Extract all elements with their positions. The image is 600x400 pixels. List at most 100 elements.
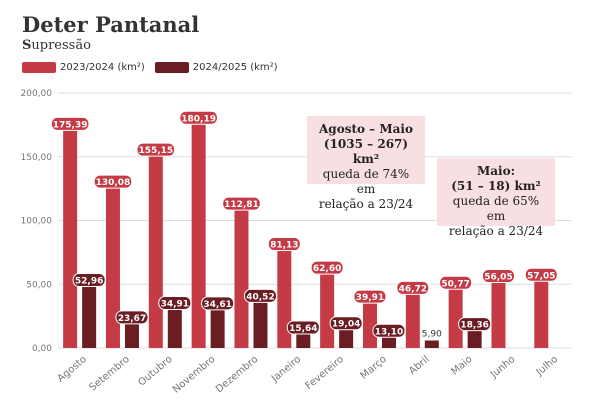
data-label-bg-2023: [481, 269, 515, 284]
x-tick-label: Setembro: [88, 354, 132, 394]
data-label-2023-2024: 62,60: [313, 264, 341, 274]
y-tick-label: 0,00: [32, 344, 52, 354]
annotation-1-line3: queda de 74% em: [322, 167, 410, 196]
x-tick-label: Outubro: [136, 354, 174, 389]
bar-2024-2025: [253, 296, 268, 348]
bar-2023-2024: [63, 124, 78, 348]
bar-2023-2024: [534, 275, 549, 348]
bar-2024-2025: [124, 317, 139, 348]
bar-2023-2024: [362, 297, 377, 348]
bar-2023-2024: [405, 288, 420, 348]
legend-label-2023: 2023/2024 (km²): [60, 62, 145, 73]
bar-2024-2025: [167, 303, 182, 348]
annotation-2-line3: queda de 65% em: [452, 194, 540, 223]
data-label-bg-2024: [329, 316, 363, 331]
data-label-2024-2025: 40,52: [246, 292, 274, 302]
data-label-bg-2023: [396, 280, 430, 295]
legend-swatch-2023: [22, 62, 56, 73]
annotation-1-line1: Agosto – Maio: [319, 122, 413, 136]
x-tick-label: Agosto: [56, 354, 90, 385]
data-label-2024-2025: 19,04: [332, 320, 360, 330]
annotation-2-line2: (51 – 18) km²: [451, 179, 541, 193]
bar-2024-2025: [424, 340, 439, 348]
data-label-bg-2023: [310, 260, 344, 275]
annotation-agosto-maio: Agosto – Maio (1035 – 267) km² queda de …: [307, 116, 425, 211]
data-label-bg-2023: [524, 267, 558, 282]
bar-2023-2024: [320, 268, 335, 348]
bar-2023-2024: [148, 150, 163, 348]
bar-2024-2025: [82, 280, 97, 348]
data-label-bg-2023: [353, 289, 387, 304]
annotation-1-line2: (1035 – 267) km²: [323, 137, 409, 166]
legend-item-2023: 2023/2024 (km²): [22, 62, 145, 73]
y-tick-label: 50,00: [26, 280, 52, 290]
chart-title: Deter Pantanal: [22, 12, 200, 37]
legend-label-2024: 2024/2025 (km²): [192, 62, 278, 73]
bar-2023-2024: [105, 182, 120, 348]
data-label-2023-2024: 175,39: [53, 120, 88, 130]
data-label-2023-2024: 155,15: [138, 146, 173, 156]
data-label-2024-2025: 18,36: [460, 321, 488, 331]
data-label-2023-2024: 57,05: [527, 271, 555, 281]
data-label-bg-2024: [158, 295, 192, 310]
data-label-bg-2023: [439, 275, 473, 290]
x-tick-label: Dezembro: [214, 354, 260, 395]
data-label-bg-2024: [458, 317, 492, 332]
data-label-2023-2024: 112,81: [224, 200, 259, 210]
legend-item-2024: 2024/2025 (km²): [154, 62, 278, 73]
subtitle-rest: upressão: [31, 38, 91, 53]
x-tick-label: Junho: [488, 354, 517, 381]
bar-2023-2024: [234, 204, 249, 348]
data-label-bg-2023: [179, 110, 218, 125]
y-tick-label: 100,00: [21, 217, 53, 227]
data-label-2023-2024: 56,05: [484, 273, 512, 283]
data-label-bg-2023: [136, 142, 176, 157]
data-label-bg-2023: [222, 196, 261, 211]
x-tick-label: Julho: [534, 354, 561, 379]
data-label-2024-2025: 5,90: [422, 329, 442, 339]
chart-subtitle: Supressão: [22, 38, 91, 53]
data-label-2023-2024: 46,72: [399, 284, 427, 294]
bar-2023-2024: [191, 118, 206, 348]
data-label-2024-2025: 13,10: [375, 327, 403, 337]
data-label-2023-2024: 50,77: [441, 279, 469, 289]
data-label-bg-2023: [267, 237, 301, 252]
data-label-bg-2023: [93, 174, 133, 189]
x-tick-label: Maio: [449, 354, 474, 378]
bar-2023-2024: [448, 283, 463, 348]
x-tick-label: Novembro: [171, 354, 218, 396]
data-label-2024-2025: 15,64: [289, 324, 317, 334]
x-tick-label: Abril: [407, 354, 432, 377]
y-tick-label: 200,00: [21, 89, 53, 99]
data-label-bg-2024: [115, 310, 149, 325]
data-label-2023-2024: 180,19: [181, 114, 216, 124]
annotation-maio: Maio: (51 – 18) km² queda de 65% em rela…: [437, 158, 555, 238]
data-label-bg-2024: [243, 288, 277, 303]
bar-2023-2024: [277, 244, 292, 348]
data-label-2023-2024: 39,91: [356, 293, 384, 303]
data-label-bg-2023: [50, 116, 90, 131]
data-label-bg-2024: [286, 320, 320, 335]
legend-swatch-2024: [154, 62, 189, 73]
data-label-2023-2024: 81,13: [270, 241, 298, 251]
y-tick-label: 150,00: [21, 153, 53, 163]
annotation-2-line4: relação a 23/24: [448, 224, 544, 238]
data-label-bg-2024: [201, 296, 235, 311]
data-label-2023-2024: 130,08: [96, 178, 131, 188]
bar-2024-2025: [210, 303, 225, 348]
data-label-2024-2025: 23,67: [118, 314, 146, 324]
data-label-2024-2025: 52,96: [75, 276, 103, 286]
subtitle-initial: S: [22, 38, 32, 53]
data-label-2024-2025: 34,91: [161, 299, 189, 309]
x-tick-label: Janeiro: [269, 354, 303, 385]
annotation-2-line1: Maio:: [476, 164, 516, 178]
x-tick-label: Março: [359, 354, 389, 382]
x-tick-label: Fevereiro: [304, 354, 347, 392]
data-label-2024-2025: 34,61: [203, 300, 231, 310]
legend: 2023/2024 (km²) 2024/2025 (km²): [22, 62, 282, 73]
data-label-bg-2024: [372, 323, 406, 338]
bar-2023-2024: [491, 276, 506, 348]
data-label-bg-2024: [72, 272, 106, 287]
annotation-1-line4: relação a 23/24: [318, 197, 414, 211]
